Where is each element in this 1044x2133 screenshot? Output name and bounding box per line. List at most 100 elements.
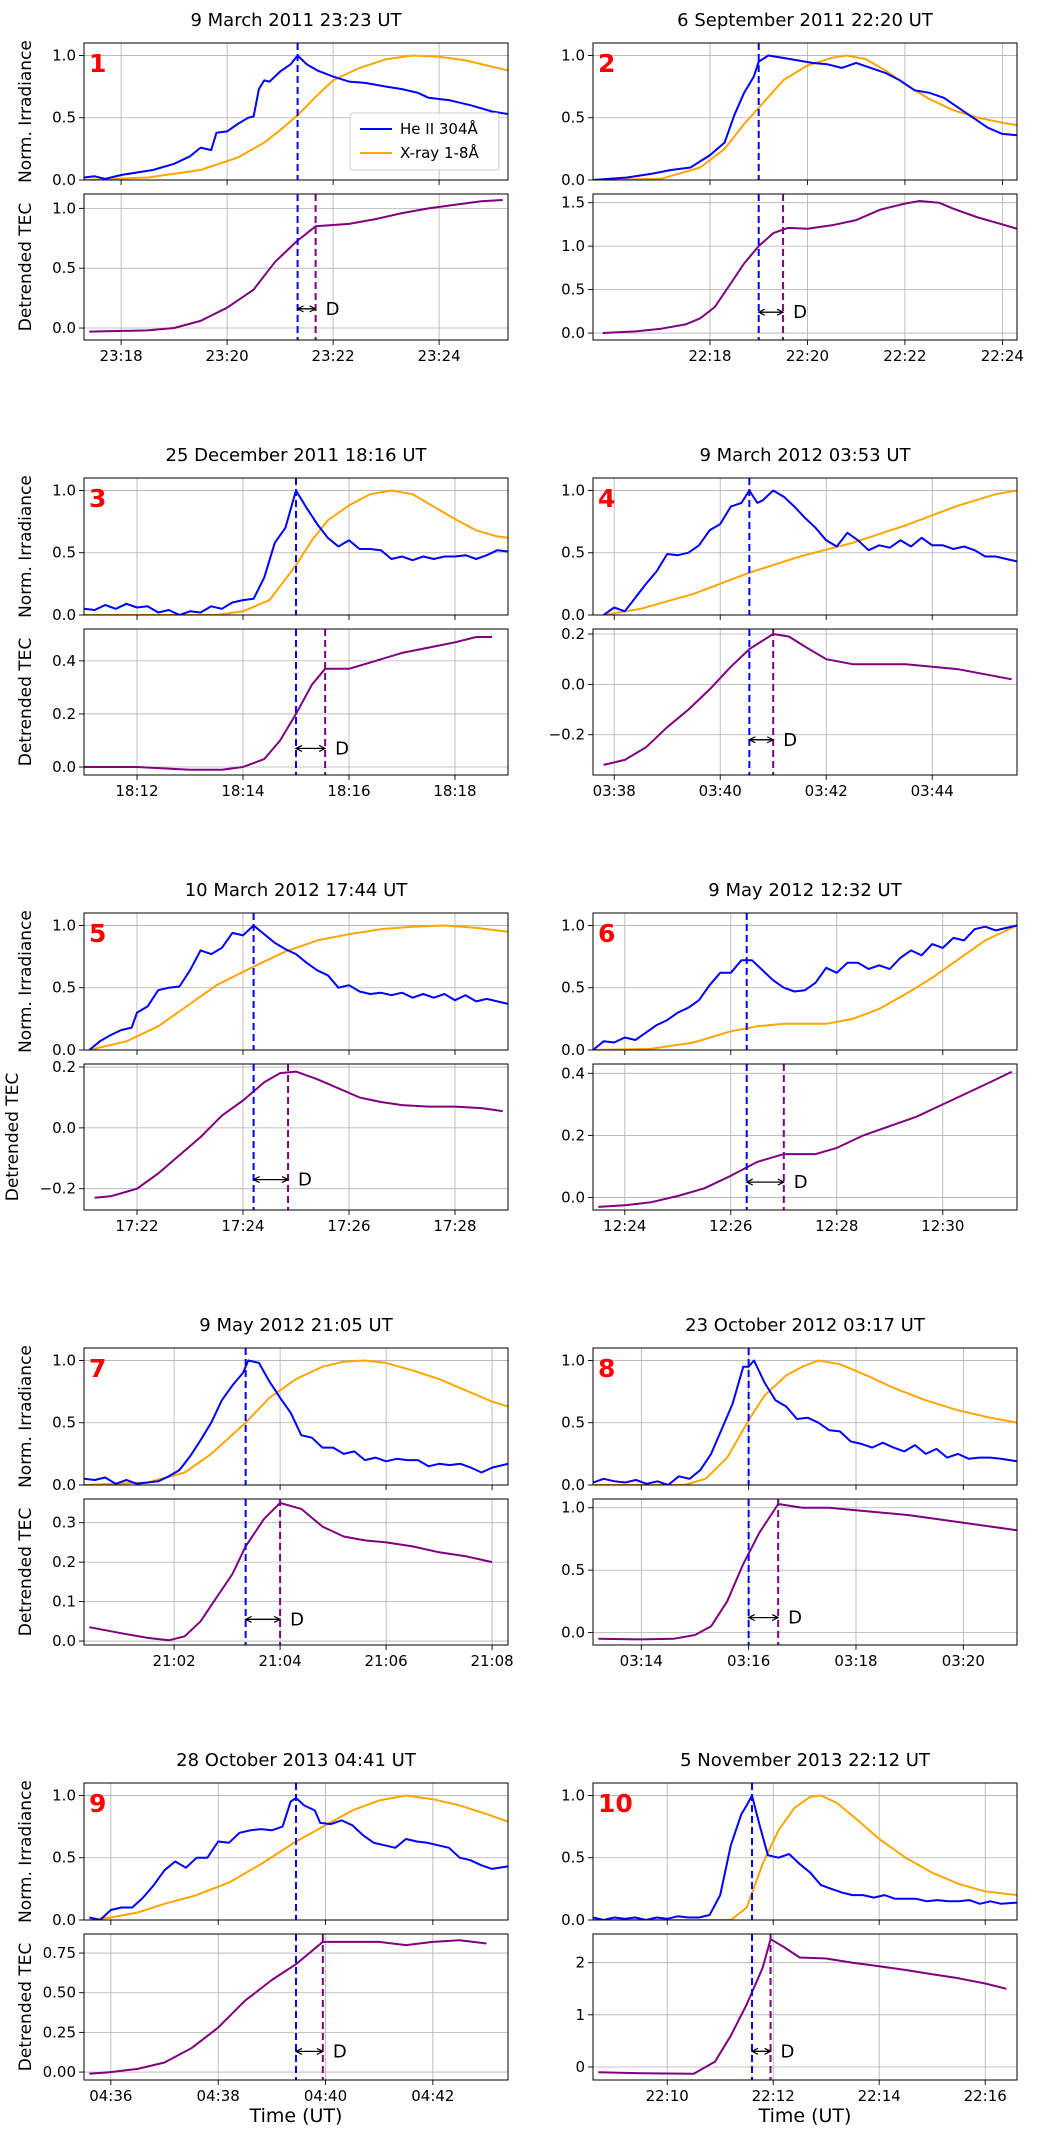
- panel-number: 4: [598, 484, 615, 513]
- tec-series-line: [598, 1070, 1013, 1208]
- irradiance-ytick-label: 0.0: [52, 1911, 76, 1929]
- tec-series-line: [598, 1503, 1017, 1641]
- irradiance-ytick-label: 0.5: [52, 1849, 76, 1867]
- tec-ytick-label: 0.50: [43, 1984, 76, 2002]
- tec-axes-frame: [592, 1498, 1018, 1646]
- xray-series-line: [603, 489, 1017, 615]
- tec-xtick-label: 03:40: [699, 782, 742, 800]
- tec-xtick-label: 12:30: [921, 1217, 964, 1235]
- xray-series-line: [593, 1359, 1017, 1485]
- irradiance-axes-frame: [592, 477, 1018, 616]
- irradiance-ytick-label: 0.0: [52, 606, 76, 624]
- event-panel-4: 9 March 2012 03:53 UT 0.0 0.5 1.0 4 03:38 03:4…: [549, 445, 1018, 800]
- tec-xtick-label: 04:38: [197, 2087, 240, 2105]
- tec-xtick-label: 22:12: [752, 2087, 795, 2105]
- irradiance-ytick-label: 0.0: [561, 171, 585, 189]
- tec-xtick-label: 04:36: [89, 2087, 132, 2105]
- tec-xtick-label: 03:14: [620, 1652, 663, 1670]
- tec-xtick-label: 22:24: [981, 347, 1024, 365]
- irradiance-ytick-label: 1.0: [52, 481, 76, 499]
- tec-xtick-label: 12:28: [815, 1217, 858, 1235]
- tec-xtick-label: 21:06: [364, 1652, 407, 1670]
- irradiance-ytick-label: 1.0: [561, 916, 585, 934]
- panel-number: 1: [89, 49, 106, 78]
- irradiance-axes-frame: [83, 42, 509, 181]
- xray-series-line: [84, 54, 508, 180]
- tec-ytick-label: 2: [575, 1954, 585, 1972]
- tec-ytick-label: 0.0: [52, 319, 76, 337]
- tec-ytick-label: 0.5: [52, 259, 76, 277]
- xlabel-time: Time (UT): [758, 2105, 852, 2127]
- irradiance-axes-frame: [592, 42, 1018, 181]
- irradiance-ytick-label: 1.0: [561, 481, 585, 499]
- irradiance-ytick-label: 0.0: [52, 171, 76, 189]
- panel-number: 9: [89, 1789, 106, 1818]
- panel-number: 2: [598, 49, 615, 78]
- ylabel-irradiance: Norm. Irradiance: [16, 40, 36, 183]
- irradiance-ytick-label: 0.5: [561, 109, 585, 127]
- panel-title: 25 December 2011 18:16 UT: [166, 445, 428, 466]
- panel-number: 3: [89, 484, 106, 513]
- tec-xtick-label: 03:42: [805, 782, 848, 800]
- ylabel-irradiance: Norm. Irradiance: [16, 475, 36, 618]
- tec-axes-frame: [83, 1933, 509, 2081]
- xray-series-line: [593, 54, 1017, 180]
- tec-ytick-label: 0.0: [561, 1189, 585, 1207]
- tec-xtick-label: 23:22: [311, 347, 354, 365]
- xray-series-line: [593, 1794, 1017, 1920]
- tec-ytick-label: 0.0: [52, 1119, 76, 1137]
- irradiance-ytick-label: 1.0: [561, 1351, 585, 1369]
- irradiance-ytick-label: 0.0: [561, 1041, 585, 1059]
- tec-xtick-label: 03:44: [911, 782, 954, 800]
- ylabel-tec: Detrended TEC: [3, 1073, 23, 1202]
- irradiance-axes-frame: [83, 1347, 509, 1486]
- he-series-line: [84, 54, 508, 180]
- irradiance-ytick-label: 0.5: [52, 109, 76, 127]
- delay-label: D: [793, 302, 807, 323]
- tec-ytick-label: −0.2: [549, 726, 585, 744]
- tec-ytick-label: 0.0: [561, 324, 585, 342]
- tec-ytick-label: 0.2: [52, 1058, 76, 1076]
- tec-xtick-label: 22:22: [883, 347, 926, 365]
- panel-title: 9 May 2012 12:32 UT: [708, 880, 902, 901]
- tec-ytick-label: 0.0: [52, 1632, 76, 1650]
- tec-series-line: [89, 1939, 487, 2075]
- event-panel-1: 9 March 2011 23:23 UT 0.0 0.5 1.0 1 23:18 23:2…: [16, 10, 509, 365]
- tec-series-line: [89, 1501, 493, 1642]
- irradiance-ytick-label: 0.5: [561, 544, 585, 562]
- tec-series-line: [603, 633, 1012, 766]
- xlabel-time: Time (UT): [249, 2105, 343, 2127]
- irradiance-ytick-label: 0.5: [52, 1414, 76, 1432]
- ylabel-irradiance: Norm. Irradiance: [16, 910, 36, 1053]
- delay-label: D: [335, 738, 349, 759]
- panel-number: 5: [89, 919, 106, 948]
- delay-label: D: [783, 730, 797, 751]
- he-series-line: [593, 924, 1017, 1050]
- tec-ytick-label: 0.5: [561, 1561, 585, 1579]
- panel-title: 5 November 2013 22:12 UT: [680, 1750, 931, 1771]
- tec-ytick-label: 0.0: [561, 1624, 585, 1642]
- event-panel-2: 6 September 2011 22:20 UT 0.0 0.5 1.0 2 22:18…: [561, 10, 1024, 365]
- tec-ytick-label: 1.0: [561, 237, 585, 255]
- tec-xtick-label: 23:18: [99, 347, 142, 365]
- panel-title: 6 September 2011 22:20 UT: [677, 10, 934, 31]
- panel-title: 9 March 2011 23:23 UT: [190, 10, 402, 31]
- tec-xtick-label: 22:20: [786, 347, 829, 365]
- tec-ytick-label: 1.0: [52, 199, 76, 217]
- tec-ytick-label: −0.2: [40, 1180, 76, 1198]
- tec-xtick-label: 04:42: [411, 2087, 454, 2105]
- event-panel-8: 23 October 2012 03:17 UT 0.0 0.5 1.0 8 03:14 0…: [561, 1315, 1018, 1670]
- tec-xtick-label: 03:16: [727, 1652, 770, 1670]
- tec-xtick-label: 18:18: [433, 782, 476, 800]
- tec-xtick-label: 22:16: [964, 2087, 1007, 2105]
- delay-label: D: [781, 2041, 795, 2062]
- panel-title: 9 March 2012 03:53 UT: [699, 445, 911, 466]
- tec-ytick-label: 0: [575, 2058, 585, 2076]
- tec-axes-frame: [83, 1498, 509, 1646]
- irradiance-ytick-label: 1.0: [52, 916, 76, 934]
- tec-xtick-label: 04:40: [304, 2087, 347, 2105]
- tec-ytick-label: 0.1: [52, 1593, 76, 1611]
- he-series-line: [89, 1796, 508, 1920]
- tec-series-line: [84, 636, 493, 771]
